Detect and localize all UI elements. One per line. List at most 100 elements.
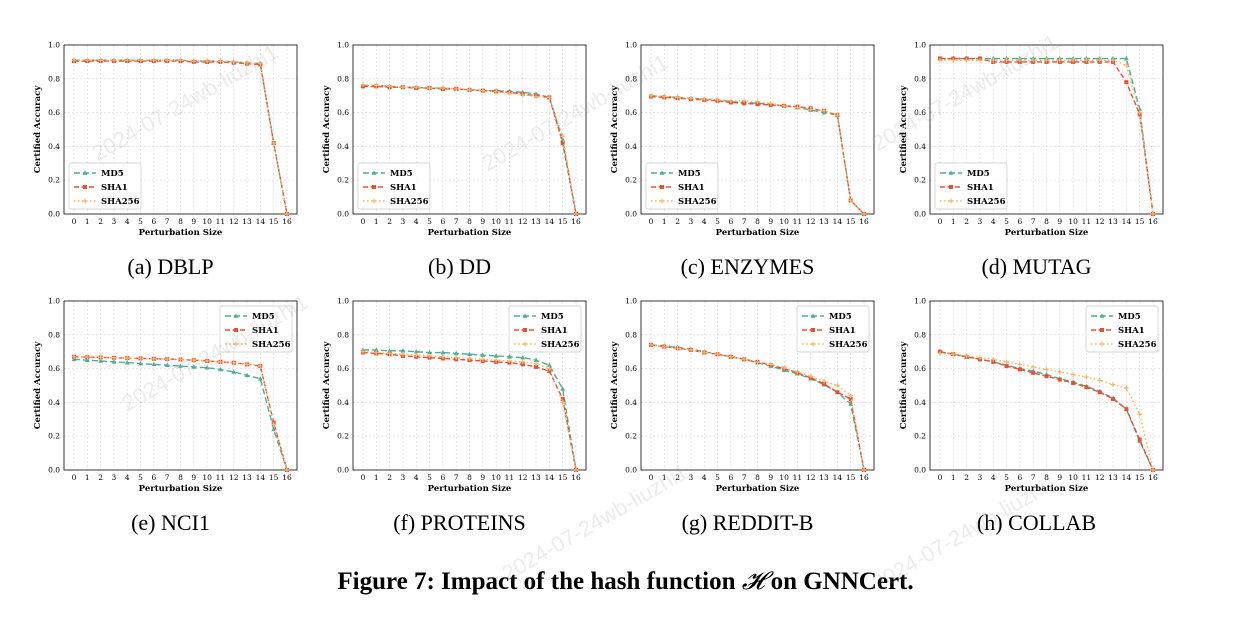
x-tick-label: 8 [755,473,760,482]
data-point [151,57,157,63]
data-point [191,357,197,363]
y-tick-label: 1.0 [337,297,349,306]
data-point [520,355,526,360]
legend-label: SHA256 [678,197,717,207]
x-tick-label: 14 [1122,473,1132,482]
x-tick-label: 4 [125,473,130,482]
data-point [98,57,103,63]
y-tick-label: 0.0 [337,466,349,475]
data-point [755,99,760,104]
y-tick-label: 0.8 [48,330,60,339]
data-point [151,361,157,367]
y-tick-label: 0.8 [625,330,637,339]
data-point [387,84,392,89]
data-point [964,57,969,63]
data-point [1057,377,1062,382]
data-point [164,356,170,362]
x-tick-label: 3 [401,217,406,226]
data-point [360,349,366,354]
x-tick-label: 10 [1068,473,1078,482]
data-point [1017,367,1022,372]
x-tick-label: 2 [675,473,680,482]
data-point [178,57,183,63]
y-axis-label: Certified Accuracy [33,341,43,430]
legend-label: SHA256 [101,197,140,207]
data-point [822,381,827,386]
data-point [1097,57,1103,63]
data-point [111,359,117,364]
data-point [204,358,210,364]
data-point [964,353,969,359]
x-tick-label: 8 [467,473,472,482]
data-point [1044,374,1049,379]
data-point [533,357,539,362]
x-axis-label: Perturbation Size [716,484,800,494]
x-tick-label: 10 [202,473,212,482]
x-tick-label: 5 [715,473,720,482]
legend-label: MD5 [390,169,413,179]
data-point [1084,385,1089,390]
data-point [124,360,130,365]
x-tick-label: 14 [545,473,555,482]
x-axis-label: Perturbation Size [1005,228,1089,238]
data-point [360,82,366,88]
data-point [151,356,157,362]
x-tick-label: 14 [833,473,843,482]
x-tick-label: 8 [178,217,183,226]
y-tick-label: 0.2 [337,176,349,185]
legend-marker [948,198,954,204]
x-tick-label: 13 [242,217,252,226]
x-tick-label: 5 [715,217,720,226]
x-tick-label: 15 [1135,473,1145,482]
legend-marker [82,170,88,175]
data-point [493,89,499,94]
x-tick-label: 16 [1148,473,1158,482]
x-tick-label: 0 [938,217,943,226]
data-point [231,360,237,365]
legend-label: SHA1 [390,183,417,193]
data-point [178,357,183,362]
x-tick-label: 6 [1017,473,1022,482]
x-tick-label: 8 [178,473,183,482]
legend-marker [810,313,816,318]
data-point [387,351,392,356]
legend-label: MD5 [252,312,275,322]
data-point [244,372,250,378]
legend-marker [234,328,238,332]
x-tick-label: 8 [1044,473,1049,482]
x-tick-label: 14 [545,217,555,226]
panel-label: (c) ENZYMES [681,254,815,279]
data-point [573,211,579,217]
x-axis-label: Perturbation Size [428,228,512,238]
y-axis-label: Certified Accuracy [899,341,909,430]
data-point [191,58,197,64]
data-point [373,347,379,352]
legend-marker [948,170,954,175]
data-point [231,59,237,65]
x-tick-label: 2 [675,217,680,226]
data-point [546,362,552,368]
x-tick-label: 14 [1122,217,1132,226]
x-tick-label: 9 [191,217,196,226]
data-point [990,57,996,63]
plot-frame [63,300,298,471]
data-point [138,360,143,366]
y-tick-label: 0.6 [337,364,349,373]
data-point [547,369,552,374]
legend-marker [522,313,528,318]
data-point [374,350,379,355]
x-tick-label: 16 [282,473,292,482]
data-point [547,95,552,100]
y-tick-label: 0.0 [914,466,926,475]
y-tick-label: 0.2 [914,432,926,441]
x-tick-label: 13 [1108,217,1118,226]
x-tick-label: 13 [819,473,829,482]
figure-caption: Figure 7: Impact of the hash function 𝓗 … [0,568,1251,596]
data-point [808,373,814,379]
data-point [951,57,956,63]
data-point [520,92,526,98]
y-tick-label: 0.8 [914,74,926,83]
x-tick-label: 0 [361,217,366,226]
legend-label: MD5 [101,169,124,179]
legend-label: MD5 [541,312,564,322]
